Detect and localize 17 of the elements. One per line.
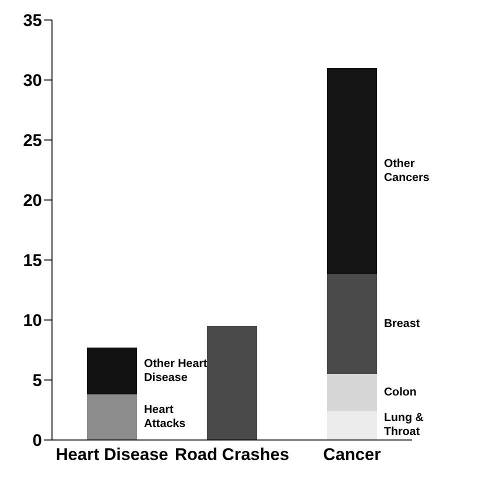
y-tick-label: 10 [23, 311, 42, 330]
x-tick-label: Cancer [323, 445, 382, 464]
series-label: Colon [384, 386, 417, 399]
x-tick-label: Heart Disease [56, 445, 168, 464]
series-label: Lung & Throat [384, 412, 424, 438]
y-tick-label: 30 [23, 71, 42, 90]
y-tick-label: 35 [23, 11, 42, 30]
y-tick-label: 0 [32, 431, 42, 450]
series-label: Other Heart Disease [144, 358, 208, 384]
series-label: Breast [384, 318, 420, 330]
y-tick-label: 5 [32, 371, 42, 390]
y-tick-label: 25 [23, 131, 42, 150]
y-tick-label: 15 [23, 251, 42, 270]
y-tick-label: 20 [23, 191, 42, 210]
x-tick-label: Road Crashes [174, 445, 290, 464]
series-label: Heart Attacks [144, 404, 186, 430]
series-label: Other Cancers [384, 158, 430, 184]
